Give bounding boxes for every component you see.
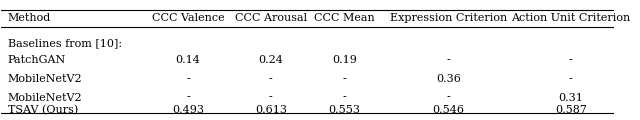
Text: 0.493: 0.493 xyxy=(172,105,204,115)
Text: Expression Criterion: Expression Criterion xyxy=(390,13,507,23)
Text: 0.613: 0.613 xyxy=(255,105,287,115)
Text: Action Unit Criterion: Action Unit Criterion xyxy=(511,13,630,23)
Text: 0.24: 0.24 xyxy=(259,55,284,65)
Text: -: - xyxy=(569,55,573,65)
Text: -: - xyxy=(269,74,273,84)
Text: -: - xyxy=(342,93,346,102)
Text: 0.587: 0.587 xyxy=(555,105,587,115)
Text: -: - xyxy=(569,74,573,84)
Text: CCC Arousal: CCC Arousal xyxy=(235,13,307,23)
Text: -: - xyxy=(342,74,346,84)
Text: -: - xyxy=(269,93,273,102)
Text: MobileNetV2: MobileNetV2 xyxy=(8,93,82,102)
Text: PatchGAN: PatchGAN xyxy=(8,55,66,65)
Text: Baselines from [10]:: Baselines from [10]: xyxy=(8,38,122,48)
Text: 0.546: 0.546 xyxy=(433,105,465,115)
Text: 0.36: 0.36 xyxy=(436,74,461,84)
Text: 0.553: 0.553 xyxy=(328,105,360,115)
Text: 0.31: 0.31 xyxy=(559,93,583,102)
Text: Method: Method xyxy=(8,13,51,23)
Text: TSAV (Ours): TSAV (Ours) xyxy=(8,105,78,115)
Text: -: - xyxy=(447,55,451,65)
Text: CCC Valence: CCC Valence xyxy=(152,13,225,23)
Text: 0.19: 0.19 xyxy=(332,55,356,65)
Text: CCC Mean: CCC Mean xyxy=(314,13,374,23)
Text: -: - xyxy=(186,93,190,102)
Text: -: - xyxy=(447,93,451,102)
Text: -: - xyxy=(186,74,190,84)
Text: MobileNetV2: MobileNetV2 xyxy=(8,74,82,84)
Text: 0.14: 0.14 xyxy=(176,55,200,65)
